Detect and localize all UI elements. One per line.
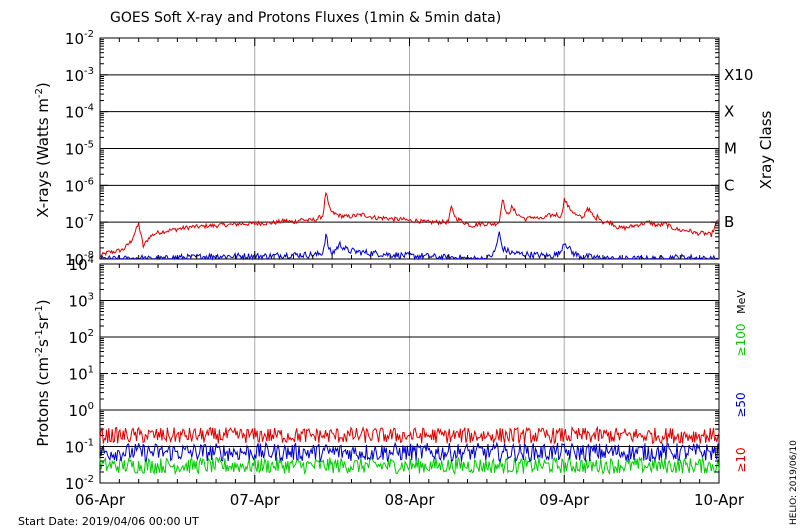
- proton-series-ge100: [99, 455, 720, 476]
- y-tick-label: 10-7: [65, 213, 94, 232]
- y-tick-label: 10-4: [65, 103, 94, 122]
- x-tick-label: 07-Apr: [230, 491, 281, 509]
- energy-label-ge50: ≥50: [734, 392, 748, 417]
- x-tick-label: 08-Apr: [384, 491, 435, 509]
- y-tick-label: 10-6: [65, 176, 94, 195]
- y-tick-label: 10-1: [65, 438, 94, 457]
- y-tick-label: 10-5: [65, 140, 94, 159]
- xray-class-x: X: [724, 103, 734, 121]
- y-tick-label: 10-8: [65, 250, 94, 269]
- x-tick-label: 09-Apr: [539, 491, 590, 509]
- xray-ylabel: X-rays (Watts m-2): [34, 82, 52, 217]
- xray-class-c: C: [724, 176, 734, 194]
- xray-class-label: Xray Class: [757, 110, 775, 189]
- y-tick-label: 104: [69, 255, 94, 274]
- helio-date-label: HELIO: 2019/06/10: [789, 440, 799, 525]
- x-tick-label: 10-Apr: [694, 491, 745, 509]
- energy-label-ge10: ≥10: [734, 447, 748, 472]
- start-date-label: Start Date: 2019/04/06 00:00 UT: [18, 515, 199, 528]
- energy-label-ge100: ≥100: [734, 324, 748, 357]
- y-tick-label: 10-2: [65, 474, 94, 493]
- protons-panel: 10-2 10-1 100 101 102 103 104 Protons (cm-2s-1…: [34, 255, 748, 493]
- protons-ylabel: Protons (cm-2s-1sr-1): [34, 299, 52, 446]
- y-tick-label: 100: [69, 401, 94, 420]
- y-tick-label: 103: [69, 292, 94, 311]
- xray-class-x10: X10: [724, 66, 753, 84]
- proton-series-ge50: [99, 441, 720, 464]
- xray-class-m: M: [724, 140, 737, 158]
- y-tick-label: 10-3: [65, 66, 94, 85]
- y-tick-label: 10-2: [65, 29, 94, 48]
- chart-title: GOES Soft X-ray and Protons Fluxes (1min…: [110, 10, 501, 26]
- y-tick-label: 101: [69, 365, 94, 384]
- y-tick-label: 102: [69, 328, 94, 347]
- mev-unit-label: MeV: [735, 290, 748, 314]
- xray-panel: 10-8 10-7 10-6 10-5 10-4 10-3 10-2 B CM X X10 X-r…: [34, 29, 775, 269]
- xray-long-series: [99, 191, 719, 258]
- proton-series-ge10: [99, 425, 720, 445]
- xray-class-b: B: [724, 213, 734, 231]
- x-tick-label: 06-Apr: [75, 491, 126, 509]
